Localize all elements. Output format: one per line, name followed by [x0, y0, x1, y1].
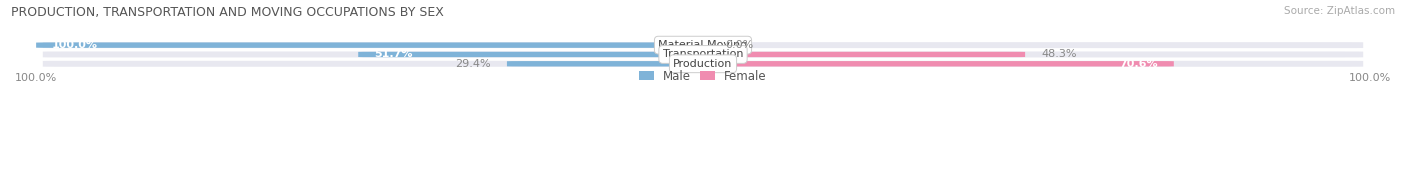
Text: 70.6%: 70.6%: [1119, 59, 1157, 69]
FancyBboxPatch shape: [42, 42, 1364, 48]
FancyBboxPatch shape: [42, 61, 1364, 67]
Text: Material Moving: Material Moving: [658, 40, 748, 50]
Text: 0.0%: 0.0%: [725, 40, 754, 50]
Text: Production: Production: [673, 59, 733, 69]
Text: 100.0%: 100.0%: [52, 40, 98, 50]
Legend: Male, Female: Male, Female: [640, 70, 766, 83]
FancyBboxPatch shape: [703, 52, 1025, 57]
Text: 29.4%: 29.4%: [456, 59, 491, 69]
FancyBboxPatch shape: [42, 52, 1364, 57]
FancyBboxPatch shape: [359, 52, 703, 57]
Text: PRODUCTION, TRANSPORTATION AND MOVING OCCUPATIONS BY SEX: PRODUCTION, TRANSPORTATION AND MOVING OC…: [11, 6, 444, 19]
FancyBboxPatch shape: [703, 61, 1174, 66]
Text: 48.3%: 48.3%: [1040, 49, 1077, 59]
Text: Source: ZipAtlas.com: Source: ZipAtlas.com: [1284, 6, 1395, 16]
FancyBboxPatch shape: [508, 61, 703, 66]
Text: Transportation: Transportation: [662, 49, 744, 59]
Text: 51.7%: 51.7%: [374, 49, 413, 59]
FancyBboxPatch shape: [37, 43, 703, 48]
